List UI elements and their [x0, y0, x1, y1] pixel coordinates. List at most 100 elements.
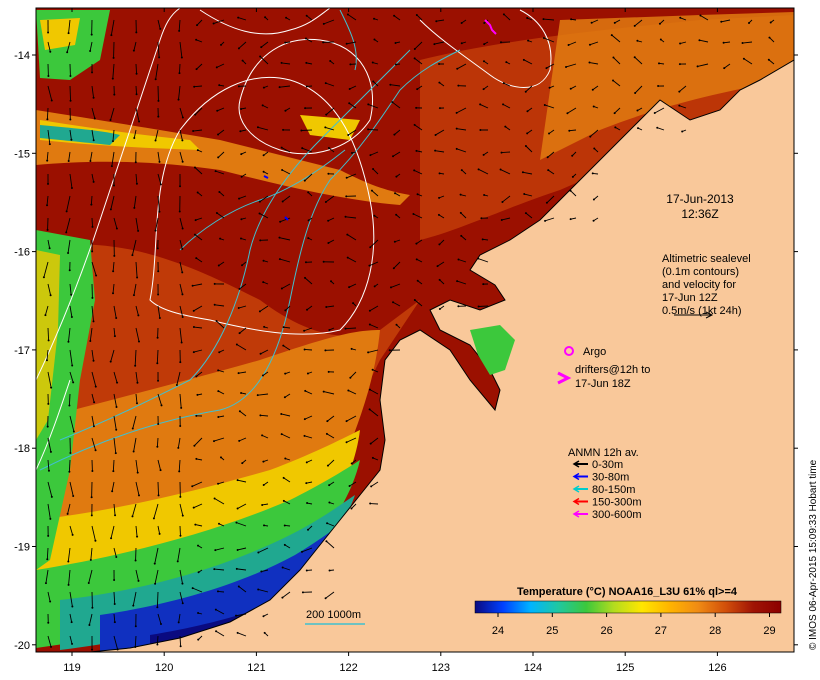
velocity-arrow-head [195, 257, 198, 260]
velocity-arrow-head [194, 219, 197, 222]
map-frame [35, 7, 795, 653]
velocity-arrow [217, 481, 225, 485]
velocity-arrow-head [157, 293, 160, 296]
velocity-arrow [69, 349, 73, 366]
velocity-arrow [135, 173, 138, 184]
velocity-arrow-head [217, 264, 220, 267]
velocity-arrow-head [307, 191, 310, 194]
velocity-arrow [179, 261, 183, 273]
velocity-arrow [369, 305, 379, 312]
velocity-arrow-head [195, 414, 198, 417]
velocity-arrow [325, 591, 335, 599]
velocity-arrow [112, 283, 115, 294]
velocity-arrow [47, 85, 53, 101]
velocity-arrow-head [154, 78, 157, 81]
velocity-arrow [501, 151, 511, 154]
lon-tick-label: 121 [247, 662, 265, 674]
velocity-arrow-head [502, 13, 505, 16]
velocity-arrow-head [326, 420, 329, 423]
velocity-arrow-head [136, 381, 139, 384]
anmn-swatch-head [572, 510, 580, 518]
velocity-arrow-head [88, 624, 91, 627]
velocity-arrow-head [191, 284, 194, 287]
velocity-arrow [215, 547, 225, 551]
velocity-arrow-head [416, 279, 419, 282]
velocity-arrow-head [499, 41, 502, 44]
velocity-arrow [345, 327, 357, 330]
velocity-arrow-head [636, 39, 639, 42]
velocity-arrow-head [193, 233, 196, 236]
velocity-arrow [113, 591, 116, 605]
velocity-arrow-head [91, 296, 94, 299]
anmn-swatch-head [572, 485, 580, 493]
velocity-arrow-head [501, 200, 504, 203]
velocity-arrow-head [217, 416, 220, 419]
velocity-arrow-head [133, 206, 136, 209]
velocity-arrow-head [544, 219, 547, 222]
velocity-arrow [238, 195, 247, 200]
velocity-arrow [394, 129, 401, 135]
velocity-arrow-head [306, 372, 309, 375]
velocity-arrow-head [194, 113, 197, 116]
velocity-arrow-head [438, 243, 441, 246]
velocity-arrow-head [46, 558, 49, 561]
velocity-arrow [43, 261, 49, 278]
velocity-arrow-head [699, 14, 702, 17]
velocity-arrow [369, 324, 379, 329]
velocity-arrow-head [545, 201, 548, 204]
velocity-arrow [216, 212, 225, 219]
velocity-arrow-head [181, 247, 184, 250]
velocity-arrow [214, 568, 225, 571]
velocity-arrow-head [110, 537, 113, 540]
velocity-arrow [179, 503, 184, 516]
velocity-arrow [68, 19, 71, 34]
velocity-arrow-head [48, 247, 51, 250]
velocity-arrow-head [328, 569, 331, 572]
velocity-arrow-head [259, 55, 262, 58]
velocity-arrow-head [412, 213, 415, 216]
velocity-arrow [194, 85, 203, 88]
velocity-arrow-head [260, 570, 263, 573]
velocity-arrow-head [482, 88, 485, 91]
velocity-arrow-head [115, 556, 118, 559]
velocity-arrow-head [350, 507, 353, 510]
velocity-arrow-head [156, 247, 159, 250]
velocity-arrow-head [135, 402, 138, 405]
velocity-arrow-head [543, 103, 546, 106]
velocity-arrow-head [115, 406, 118, 409]
velocity-arrow-head [373, 17, 376, 20]
velocity-arrow-head [158, 317, 161, 320]
velocity-arrow-head [438, 81, 441, 84]
velocity-arrow [325, 107, 335, 115]
velocity-arrow [91, 261, 97, 276]
velocity-arrow [90, 547, 93, 560]
velocity-arrow [460, 212, 467, 219]
velocity-arrow-head [159, 623, 162, 626]
velocity-arrow [348, 102, 357, 109]
velocity-arrow-head [261, 503, 264, 506]
velocity-arrow [176, 371, 181, 386]
velocity-arrow [157, 195, 160, 212]
velocity-arrow-head [158, 160, 161, 163]
velocity-arrow-head [114, 514, 117, 517]
velocity-arrow-head [723, 67, 726, 70]
velocity-arrow [69, 481, 74, 497]
velocity-arrow-head [153, 562, 156, 565]
velocity-arrow [304, 415, 313, 420]
velocity-arrow-head [258, 310, 261, 313]
velocity-arrow-head [213, 497, 216, 500]
velocity-arrow [368, 128, 379, 131]
velocity-arrow-head [284, 109, 287, 112]
velocity-arrow-head [592, 198, 595, 201]
velocity-arrow-head [44, 314, 47, 317]
velocity-arrow [261, 434, 269, 439]
velocity-arrow-head [768, 36, 771, 39]
velocity-arrow-head [633, 24, 636, 27]
velocity-arrow [68, 327, 71, 342]
velocity-arrow-head [327, 172, 330, 175]
velocity-arrow-head [477, 257, 480, 260]
velocity-arrow-head [369, 154, 372, 157]
velocity-arrow-head [93, 117, 96, 120]
velocity-arrow-head [259, 239, 262, 242]
